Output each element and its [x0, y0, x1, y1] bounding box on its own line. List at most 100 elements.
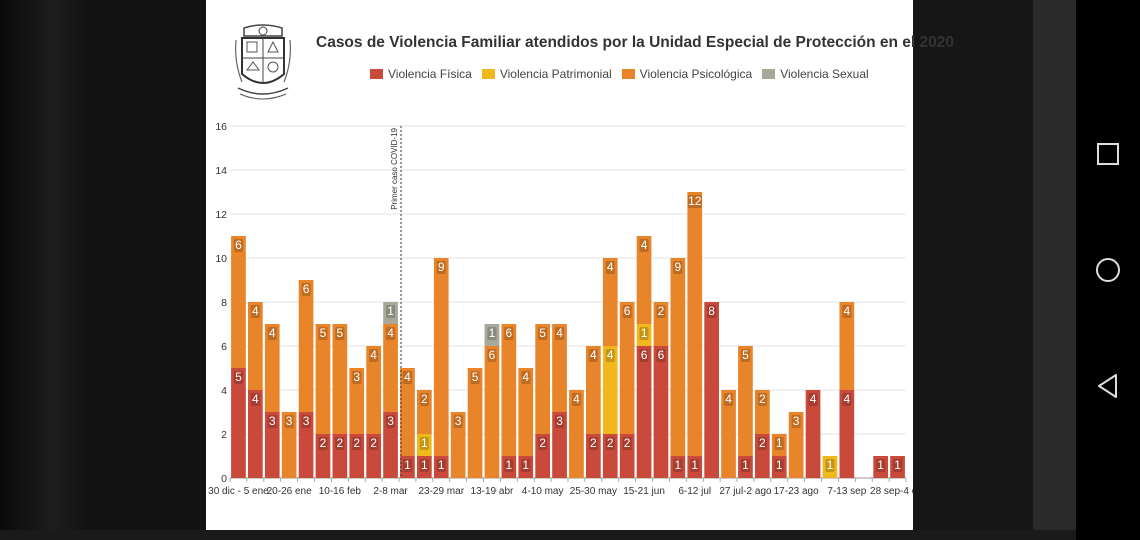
chart-legend: Violencia Física Violencia Patrimonial V…	[370, 67, 869, 81]
data-label-bg	[436, 459, 446, 472]
data-label: 1	[489, 326, 496, 340]
legend-item-fisica: Violencia Física	[370, 67, 472, 81]
data-label-bg	[419, 459, 429, 472]
data-label: 4	[590, 348, 597, 362]
android-nav-bar	[1076, 0, 1140, 540]
data-label-bg	[402, 459, 412, 472]
data-label-bg	[301, 283, 311, 296]
data-label: 2	[759, 436, 766, 450]
bar-segment	[602, 434, 618, 478]
x-tick-label: 28 sep-4 oct	[870, 486, 913, 497]
data-label-bg	[538, 437, 548, 450]
bar-segment	[738, 456, 753, 478]
data-label: 1	[894, 458, 901, 472]
data-label-bg	[284, 415, 294, 428]
legend-item-sexual: Violencia Sexual	[762, 67, 869, 81]
data-label: 1	[421, 436, 428, 450]
data-label-bg	[301, 415, 311, 428]
data-label: 1	[387, 304, 394, 318]
legend-label-patrimonial: Violencia Patrimonial	[499, 67, 612, 81]
data-label-bg	[842, 305, 852, 318]
data-label-bg	[335, 437, 345, 450]
x-tick-label: 7-13 sep	[827, 486, 866, 497]
bar-segment	[687, 456, 703, 478]
data-label: 5	[235, 370, 242, 384]
data-label: 4	[607, 260, 614, 274]
data-label-bg	[605, 349, 615, 362]
bar-segment	[383, 412, 398, 478]
bar-segment	[721, 390, 736, 478]
bar-segment	[383, 324, 398, 412]
back-button[interactable]	[1094, 372, 1122, 400]
data-label: 9	[675, 260, 682, 274]
data-label: 6	[235, 238, 242, 252]
bar-segment	[264, 412, 280, 478]
bar-segment	[619, 302, 635, 434]
x-tick-label: 6-12 jul	[678, 486, 711, 497]
data-label-bg	[825, 459, 835, 472]
x-tick-label: 17-23 ago	[774, 486, 819, 497]
bar-segment	[636, 324, 652, 346]
bar-segment	[450, 412, 466, 478]
data-label: 1	[691, 458, 698, 472]
data-label-bg	[707, 305, 717, 318]
data-label-bg	[673, 261, 683, 274]
data-label: 1	[827, 458, 834, 472]
x-tick-label: 13-19 abr	[471, 486, 514, 497]
bar-segment	[535, 434, 550, 478]
bar-segment	[349, 368, 365, 434]
bar-segment	[552, 324, 567, 412]
device-bezel-left	[0, 0, 90, 540]
home-button[interactable]	[1094, 256, 1122, 284]
data-label: 5	[320, 326, 327, 340]
data-label: 4	[522, 370, 529, 384]
data-label: 1	[776, 458, 783, 472]
data-label-bg	[893, 459, 903, 472]
bar-segment	[400, 368, 415, 456]
x-tick-label: 2-8 mar	[373, 486, 408, 497]
data-label-bg	[369, 349, 379, 362]
legend-label-sexual: Violencia Sexual	[780, 67, 869, 81]
bar-segment	[349, 434, 365, 478]
data-label: 4	[844, 304, 851, 318]
data-label: 4	[641, 238, 648, 252]
data-label: 1	[742, 458, 749, 472]
device-bottom-edge	[0, 530, 1140, 540]
data-label-bg	[318, 437, 328, 450]
bar-segment	[315, 434, 331, 478]
bar-segment	[400, 456, 415, 478]
bar-segment	[518, 456, 534, 478]
legend-item-patrimonial: Violencia Patrimonial	[481, 67, 612, 81]
bar-segment	[264, 324, 280, 412]
data-label: 1	[675, 458, 682, 472]
data-label: 6	[641, 348, 648, 362]
data-label: 2	[320, 436, 327, 450]
data-label-bg	[335, 327, 345, 340]
bar-segment	[281, 412, 297, 478]
x-tick-label: 20-26 ene	[267, 486, 312, 497]
data-label-bg	[808, 393, 818, 406]
bar-segment	[890, 456, 905, 478]
data-label-bg	[639, 239, 649, 252]
data-label-bg	[605, 261, 615, 274]
data-label-bg	[639, 327, 649, 340]
legend-swatch-patrimonial	[481, 69, 495, 79]
data-label-bg	[538, 327, 548, 340]
data-label-bg	[740, 349, 750, 362]
data-label-bg	[352, 437, 362, 450]
data-label: 4	[725, 392, 732, 406]
data-label: 9	[438, 260, 445, 274]
device-frame-right	[913, 0, 1033, 540]
data-label: 1	[877, 458, 884, 472]
data-label-bg	[250, 393, 260, 406]
recents-button[interactable]	[1094, 140, 1122, 168]
data-label-bg	[673, 459, 683, 472]
legend-swatch-psicologica	[621, 69, 635, 79]
data-label-bg	[588, 349, 598, 362]
data-label: 3	[455, 414, 462, 428]
x-tick-label: 27 jul-2 ago	[719, 486, 772, 497]
data-label-bg	[504, 459, 514, 472]
data-label: 5	[539, 326, 546, 340]
data-label-bg	[774, 459, 784, 472]
y-tick-label: 14	[215, 165, 227, 177]
